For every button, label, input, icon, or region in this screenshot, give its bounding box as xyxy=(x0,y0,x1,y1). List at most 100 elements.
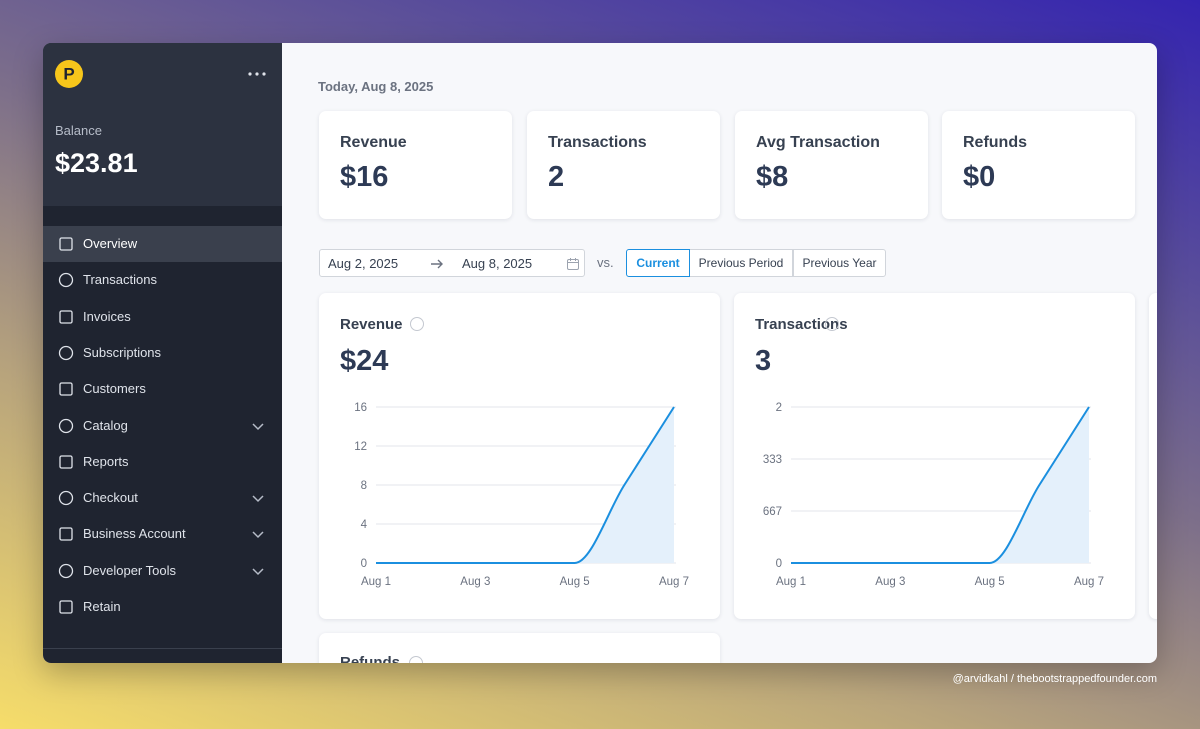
stat-card: Refunds $0 xyxy=(942,111,1135,219)
nav-label[interactable]: Catalog xyxy=(83,417,128,433)
icon-shape xyxy=(58,273,74,288)
nav-icon xyxy=(59,455,73,469)
line-chart: Transactions 3 0 667 333 2 Aug 1 Aug 3 Aug 5 Aug … xyxy=(755,316,1104,588)
nav-label[interactable]: Invoices xyxy=(83,308,131,324)
date-range[interactable]: Aug 2, 2025 Aug 8, 2025 xyxy=(319,249,585,277)
chart-title: Transactions xyxy=(755,316,848,333)
chevron-path xyxy=(252,531,264,539)
stat-value: $16 xyxy=(340,161,389,193)
icon-shape xyxy=(59,309,73,324)
stat-value: $0 xyxy=(963,161,996,193)
info-icon[interactable] xyxy=(408,655,424,663)
nav-label[interactable]: Overview xyxy=(83,236,138,251)
nav-icon xyxy=(59,600,73,614)
start-date[interactable]: Aug 2, 2025 xyxy=(328,256,399,271)
line xyxy=(376,406,675,564)
icon-shape xyxy=(58,563,74,578)
nav-icon xyxy=(59,527,73,542)
y-tick-label: 0 xyxy=(776,558,782,570)
nav-item[interactable]: Subscriptions xyxy=(43,335,282,371)
info-icon xyxy=(825,317,839,331)
nav-label[interactable]: Business Account xyxy=(83,526,186,542)
stat-card: Avg Transaction $8 xyxy=(735,111,928,219)
nav-label[interactable]: Reports xyxy=(83,453,129,469)
nav-icon xyxy=(59,309,73,324)
nav-item[interactable]: Transactions xyxy=(43,262,282,298)
nav-icon xyxy=(59,237,73,251)
nav-label[interactable]: Developer Tools xyxy=(83,562,176,578)
nav-icon xyxy=(59,382,73,396)
line-chart: Revenue $24 0 4 8 12 16 Aug 1 Aug 3 Aug 5 Aug 7 xyxy=(340,316,689,588)
info-icon xyxy=(410,317,424,331)
nav-item[interactable]: Developer Tools xyxy=(43,553,282,589)
calendar-icon[interactable] xyxy=(566,257,580,271)
icon-shape xyxy=(59,237,73,251)
x-tick-label: Aug 1 xyxy=(776,576,806,588)
chevron[interactable] xyxy=(251,564,265,578)
balance-panel xyxy=(43,43,282,206)
chevron[interactable] xyxy=(251,491,265,505)
nav-item[interactable]: Retain xyxy=(43,589,282,625)
vs-label: vs. xyxy=(597,255,614,270)
line xyxy=(791,406,1090,564)
stat-card: Revenue $16 xyxy=(319,111,512,219)
nav-label[interactable]: Customers xyxy=(83,381,146,397)
arrow-icon xyxy=(431,259,443,269)
stat-label: Transactions xyxy=(548,134,647,151)
stat-label: Avg Transaction xyxy=(756,134,880,151)
x-tick-label: Aug 3 xyxy=(875,576,905,588)
chevron[interactable] xyxy=(251,419,265,433)
sidebar-divider xyxy=(43,648,282,649)
refunds-card-title: Refunds xyxy=(340,654,400,663)
stat-value: $8 xyxy=(756,161,789,193)
y-tick-label: 12 xyxy=(354,441,367,453)
nav-item[interactable]: Reports xyxy=(43,444,282,480)
chart-title: Revenue xyxy=(340,316,403,333)
x-tick-label: Aug 5 xyxy=(975,576,1005,588)
chart-total: $24 xyxy=(340,345,388,377)
nav-icon xyxy=(58,563,74,578)
x-tick-label: Aug 7 xyxy=(1074,576,1104,588)
credit: @arvidkahl / thebootstrappedfounder.com xyxy=(952,673,1157,685)
compare-button[interactable]: Previous Year xyxy=(793,249,886,277)
stat-label: Refunds xyxy=(963,134,1027,151)
chart-card: Revenue $24 0 4 8 12 16 Aug 1 Aug 3 Aug 5 Aug 7 xyxy=(319,293,720,619)
y-tick-label: 667 xyxy=(763,506,782,518)
nav-item[interactable]: Overview xyxy=(43,226,282,262)
chevron[interactable] xyxy=(251,527,265,541)
end-date[interactable]: Aug 8, 2025 xyxy=(462,256,533,271)
chart-card-offscreen xyxy=(1149,293,1157,619)
y-tick-label: 0 xyxy=(361,558,367,570)
balance-label: Balance xyxy=(55,123,102,138)
nav-item[interactable]: Checkout xyxy=(43,480,282,516)
nav-item[interactable]: Customers xyxy=(43,371,282,407)
sidebar: P Balance $23.81 Overview Transactions Inv… xyxy=(43,43,282,663)
balance-value: $23.81 xyxy=(55,148,138,178)
x-tick-label: Aug 3 xyxy=(460,576,490,588)
nav-label[interactable]: Checkout xyxy=(83,490,138,506)
icon-shape xyxy=(59,600,73,614)
nav-icon xyxy=(58,345,74,361)
nav-label[interactable]: Transactions xyxy=(83,272,157,288)
nav-label[interactable]: Subscriptions xyxy=(83,344,162,360)
nav-item[interactable]: Catalog xyxy=(43,408,282,444)
chevron-path xyxy=(252,495,264,503)
x-tick-label: Aug 5 xyxy=(560,576,590,588)
chevron-path xyxy=(252,568,264,575)
nav-icon xyxy=(58,418,74,433)
icon-shape xyxy=(58,418,74,433)
nav-item[interactable]: Invoices xyxy=(43,299,282,335)
compare-button[interactable]: Current xyxy=(626,249,690,277)
stat-label: Revenue xyxy=(340,134,407,151)
menu-dots[interactable] xyxy=(247,69,269,79)
nav-item[interactable]: Business Account xyxy=(43,516,282,552)
nav-label[interactable]: Retain xyxy=(83,599,121,614)
compare-button[interactable]: Previous Period xyxy=(689,249,793,277)
refunds-card: Refunds xyxy=(319,633,720,663)
icon-shape xyxy=(59,455,73,469)
y-tick-label: 333 xyxy=(763,454,782,466)
y-tick-label: 16 xyxy=(354,402,367,414)
y-tick-label: 2 xyxy=(776,402,782,414)
icon-shape xyxy=(59,527,73,542)
